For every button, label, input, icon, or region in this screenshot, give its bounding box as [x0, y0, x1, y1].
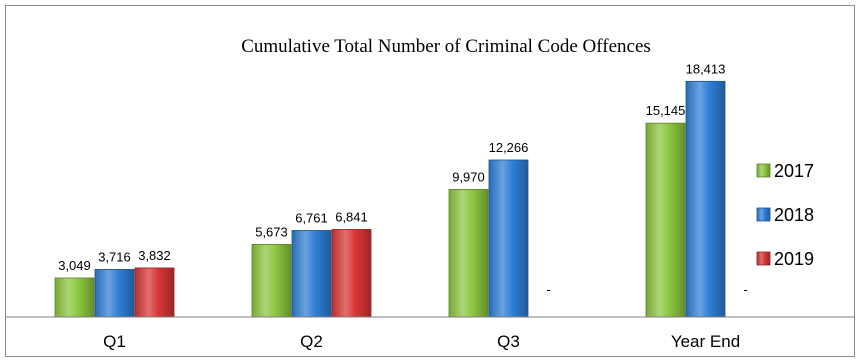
data-label: 3,049 — [58, 258, 91, 273]
bars-layer: 3,049 3,716 3,832 5,673 6,761 6,841 9,970 12,26… — [54, 61, 748, 318]
category-label: Q3 — [497, 332, 520, 351]
data-label: - — [743, 282, 747, 297]
data-label: 9,970 — [452, 169, 485, 184]
bar-2018-q1 — [94, 269, 135, 318]
bar-2019-q1 — [134, 267, 175, 318]
data-label: 15,145 — [646, 103, 686, 118]
bar-2018-year-end — [685, 80, 726, 318]
legend-label-2017: 2017 — [774, 161, 814, 181]
legend-swatch-2017 — [756, 163, 771, 178]
data-label: 6,841 — [335, 209, 368, 224]
data-label: 18,413 — [686, 61, 726, 76]
data-label: 6,761 — [295, 210, 328, 225]
bar-2018-q3 — [488, 159, 529, 318]
data-label: 3,716 — [98, 249, 131, 264]
data-label: 12,266 — [489, 140, 529, 155]
bar-2018-q2 — [291, 230, 332, 318]
category-label: Q2 — [300, 332, 323, 351]
bar-2017-q1 — [54, 277, 95, 318]
category-label: Q1 — [103, 332, 126, 351]
data-label: 3,832 — [138, 248, 171, 263]
legend: 2017 2018 2019 — [756, 161, 814, 269]
legend-label-2018: 2018 — [774, 205, 814, 225]
legend-swatch-2019 — [756, 251, 771, 266]
chart-frame: Cumulative Total Number of Criminal Code… — [5, 5, 855, 357]
bar-2017-q2 — [251, 243, 292, 318]
bar-2017-q3 — [448, 188, 489, 318]
chart-title: Cumulative Total Number of Criminal Code… — [241, 36, 651, 57]
data-label: 5,673 — [255, 224, 288, 239]
legend-label-2019: 2019 — [774, 249, 814, 269]
data-label: - — [546, 282, 550, 297]
bar-2017-year-end — [645, 122, 686, 318]
bar-chart: Cumulative Total Number of Criminal Code… — [6, 36, 854, 351]
legend-swatch-2018 — [756, 207, 771, 222]
category-label: Year End — [671, 332, 740, 351]
category-labels: Q1 Q2 Q3 Year End — [103, 332, 740, 351]
bar-2019-q2 — [331, 229, 372, 318]
